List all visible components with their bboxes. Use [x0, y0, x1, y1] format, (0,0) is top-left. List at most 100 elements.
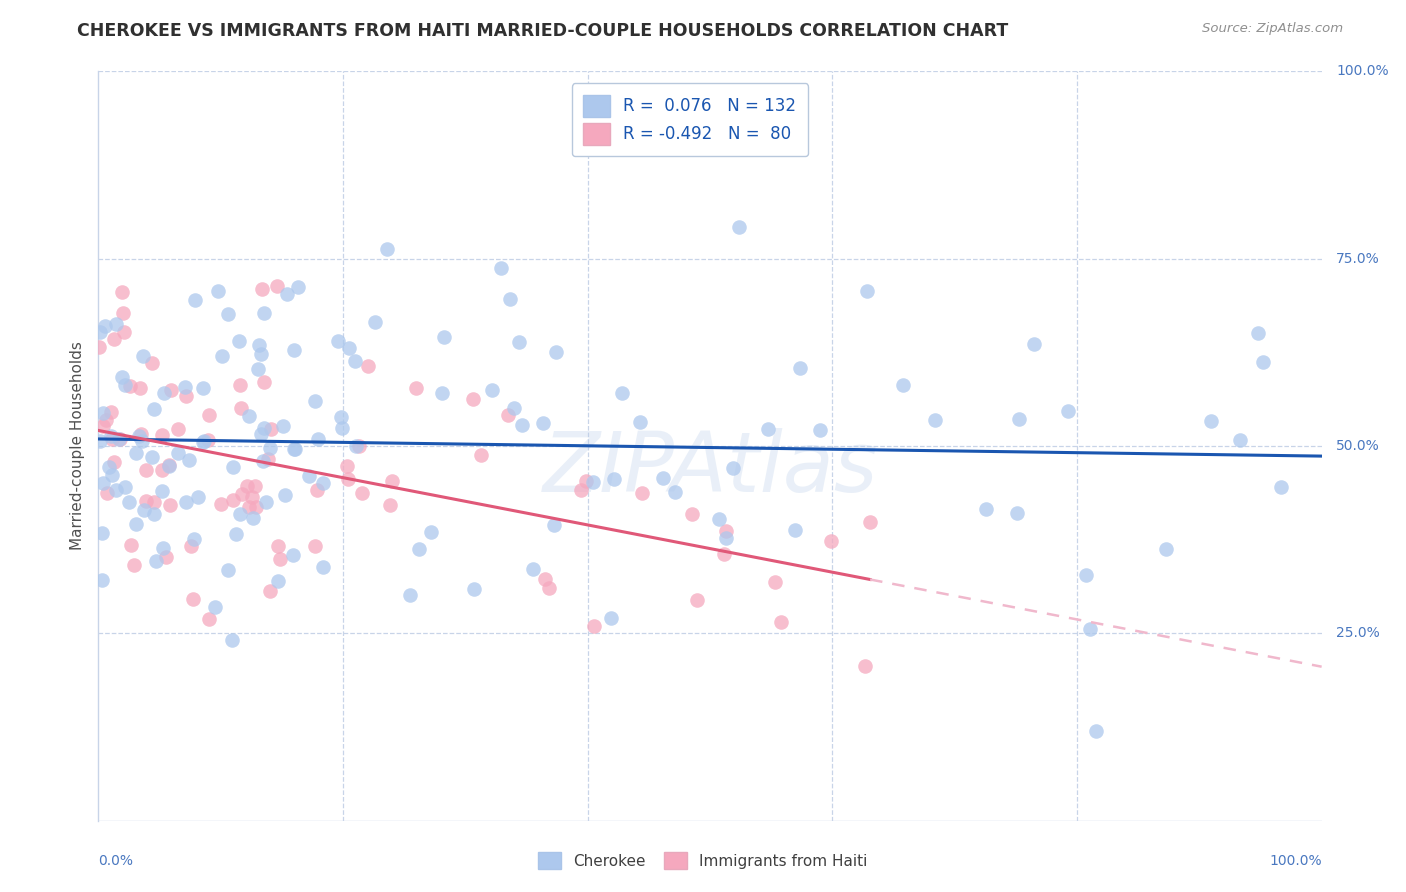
Point — [193, 434, 215, 448]
Point — [569, 483, 592, 497]
Point — [399, 588, 422, 602]
Point — [87, 340, 110, 354]
Point — [326, 334, 349, 348]
Point — [221, 633, 243, 648]
Point — [250, 282, 273, 296]
Point — [312, 560, 335, 574]
Text: CHEROKEE VS IMMIGRANTS FROM HAITI MARRIED-COUPLE HOUSEHOLDS CORRELATION CHART: CHEROKEE VS IMMIGRANTS FROM HAITI MARRIE… — [77, 22, 1008, 40]
Point — [253, 375, 276, 389]
Point — [1084, 723, 1107, 738]
Point — [131, 434, 153, 448]
Point — [112, 325, 135, 339]
Point — [603, 472, 626, 486]
Point — [259, 441, 281, 455]
Point — [543, 517, 565, 532]
Point — [307, 483, 329, 498]
Point — [229, 378, 252, 392]
Point — [630, 486, 652, 500]
Point — [583, 618, 606, 632]
Point — [405, 381, 427, 395]
Legend: R =  0.076   N = 132, R = -0.492   N =  80: R = 0.076 N = 132, R = -0.492 N = 80 — [572, 84, 808, 156]
Point — [249, 426, 271, 441]
Point — [142, 495, 165, 509]
Point — [157, 458, 180, 473]
Point — [253, 420, 276, 434]
Point — [510, 417, 533, 432]
Point — [1076, 568, 1098, 582]
Point — [859, 515, 882, 529]
Point — [114, 480, 136, 494]
Point — [347, 439, 370, 453]
Point — [1199, 413, 1222, 427]
Point — [534, 572, 557, 586]
Point — [508, 335, 530, 350]
Point — [229, 401, 252, 415]
Point — [651, 471, 673, 485]
Point — [245, 500, 267, 515]
Point — [271, 419, 294, 434]
Point — [150, 462, 173, 476]
Point — [352, 486, 374, 500]
Point — [356, 359, 378, 373]
Point — [128, 429, 150, 443]
Point — [94, 319, 117, 334]
Text: 50.0%: 50.0% — [1336, 439, 1381, 453]
Point — [496, 408, 519, 422]
Point — [112, 306, 135, 320]
Point — [217, 307, 239, 321]
Point — [709, 511, 731, 525]
Point — [125, 446, 148, 460]
Point — [612, 386, 634, 401]
Point — [177, 453, 200, 467]
Text: 25.0%: 25.0% — [1336, 626, 1381, 640]
Point — [307, 432, 329, 446]
Point — [1251, 354, 1274, 368]
Point — [503, 401, 526, 415]
Point — [853, 659, 876, 673]
Point — [1024, 337, 1046, 351]
Point — [198, 408, 221, 422]
Point — [132, 349, 155, 363]
Point — [714, 531, 737, 545]
Point — [191, 435, 214, 450]
Point — [225, 526, 247, 541]
Point — [98, 460, 121, 475]
Point — [330, 410, 353, 425]
Point — [118, 379, 141, 393]
Point — [716, 524, 738, 539]
Point — [103, 455, 125, 469]
Point — [522, 562, 544, 576]
Point — [152, 385, 174, 400]
Point — [664, 485, 686, 500]
Point — [723, 461, 745, 475]
Point — [257, 452, 280, 467]
Point — [283, 343, 305, 358]
Point — [134, 503, 156, 517]
Point — [141, 356, 163, 370]
Point — [304, 393, 326, 408]
Text: 100.0%: 100.0% — [1270, 855, 1322, 868]
Point — [100, 405, 122, 419]
Point — [344, 439, 367, 453]
Point — [312, 475, 335, 490]
Point — [141, 450, 163, 465]
Point — [728, 219, 751, 234]
Point — [713, 547, 735, 561]
Point — [783, 523, 806, 537]
Point — [681, 507, 703, 521]
Point — [91, 406, 114, 420]
Point — [266, 278, 288, 293]
Point — [756, 422, 779, 436]
Point — [408, 542, 430, 557]
Point — [276, 287, 298, 301]
Point — [150, 484, 173, 499]
Point — [181, 592, 204, 607]
Point — [124, 516, 146, 531]
Point — [155, 549, 177, 564]
Point — [108, 432, 131, 446]
Text: 75.0%: 75.0% — [1336, 252, 1381, 266]
Point — [419, 524, 441, 539]
Point — [470, 448, 492, 462]
Point — [122, 558, 145, 573]
Point — [180, 539, 202, 553]
